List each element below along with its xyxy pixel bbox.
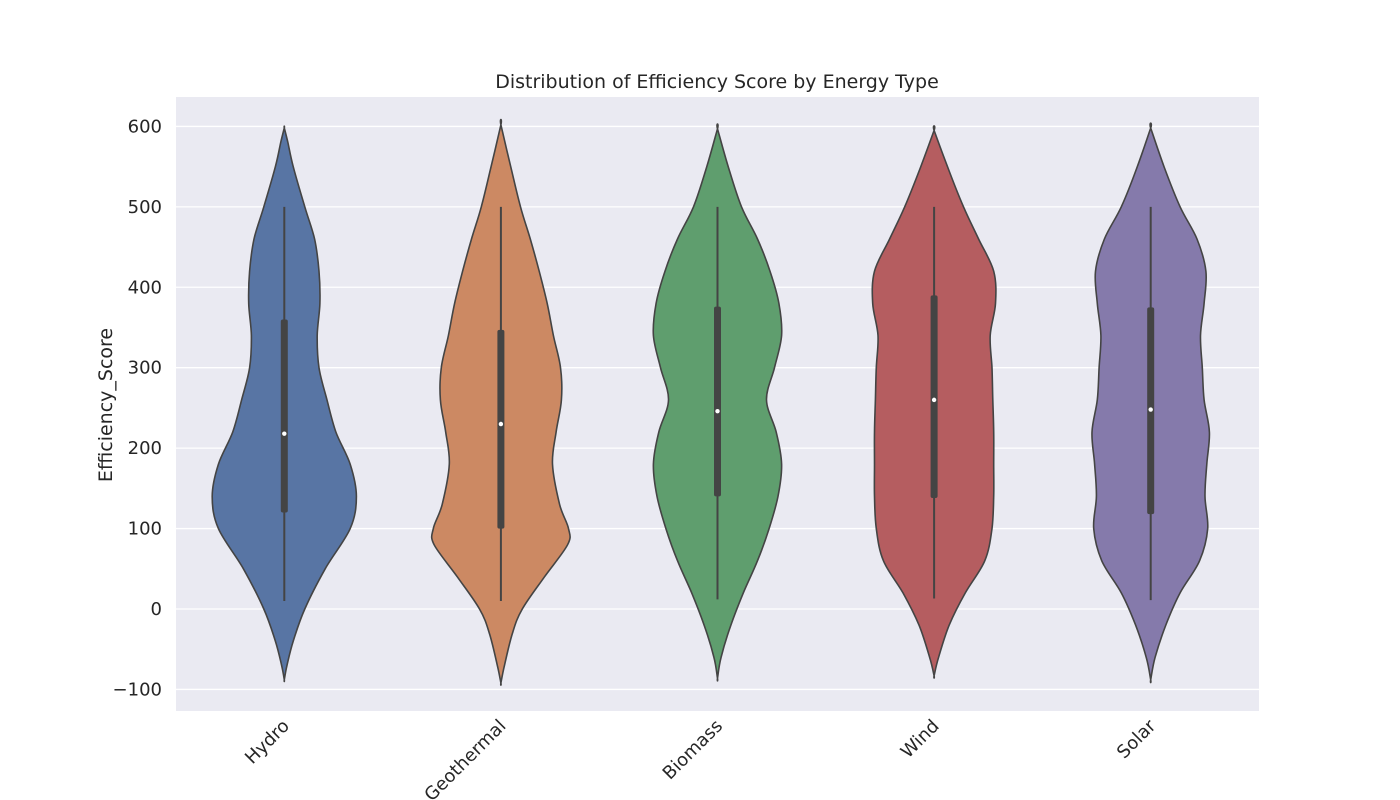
median-marker-solar [1148, 407, 1153, 412]
chart-title: Distribution of Efficiency Score by Ener… [495, 71, 939, 93]
iqr-box-wind [930, 295, 938, 499]
y-tick-label: 500 [128, 197, 162, 218]
iqr-box-geothermal [497, 329, 505, 529]
x-tick-labels: Hydro Geothermal Biomass Wind Solar [241, 715, 1161, 800]
x-tick-label: Wind [897, 716, 944, 763]
y-tick-labels: −100 0 100 200 300 400 500 600 [113, 116, 162, 700]
iqr-box-biomass [714, 306, 721, 497]
x-tick-label: Solar [1113, 715, 1161, 763]
median-marker-geothermal [498, 421, 504, 427]
violins [211, 118, 1211, 686]
median-marker-biomass [715, 408, 720, 414]
y-tick-label: 300 [128, 358, 162, 379]
y-axis-label: Efficiency_Score [95, 328, 117, 482]
x-tick-label: Geothermal [420, 716, 510, 800]
y-tick-label: 400 [128, 277, 162, 298]
iqr-box-hydro [280, 319, 288, 513]
median-marker-wind [931, 397, 937, 403]
y-tick-label: −100 [113, 679, 162, 700]
y-tick-label: 100 [128, 519, 162, 540]
y-tick-label: 200 [128, 438, 162, 459]
median-marker-hydro [282, 431, 287, 436]
y-tick-label: 0 [151, 599, 162, 620]
y-tick-label: 600 [128, 116, 162, 137]
x-tick-label: Hydro [241, 716, 294, 769]
x-tick-label: Biomass [659, 716, 727, 784]
